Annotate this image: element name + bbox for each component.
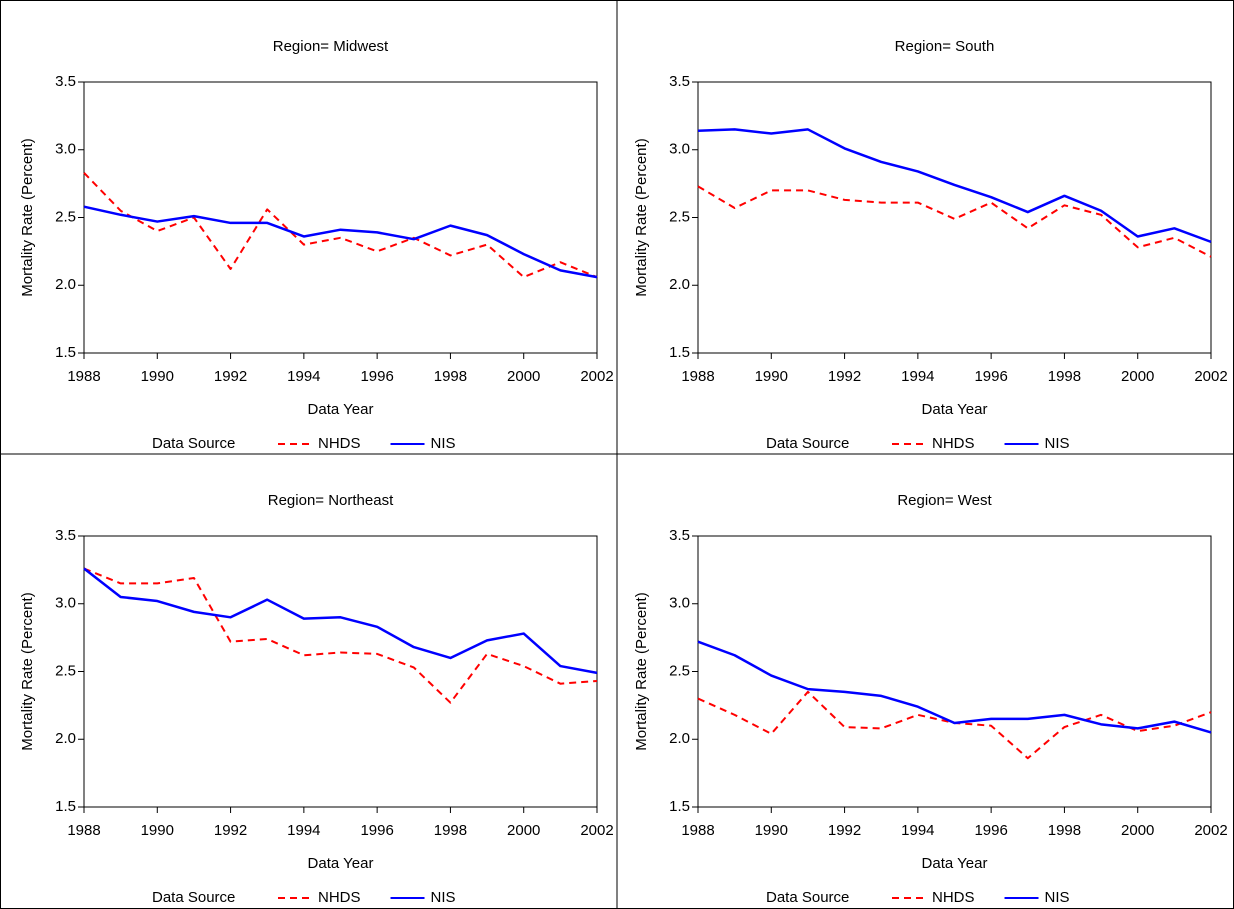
plot-frame bbox=[83, 81, 598, 354]
x-tick-label: 1990 bbox=[755, 368, 788, 385]
y-tick-label: 3.5 bbox=[55, 73, 76, 90]
legend-label: NIS bbox=[1045, 435, 1070, 452]
x-tick-label: 1996 bbox=[974, 368, 1007, 385]
y-tick-label: 3.0 bbox=[669, 141, 690, 158]
x-axis-label: Data Year bbox=[308, 855, 374, 872]
x-tick-label: 1998 bbox=[434, 822, 467, 839]
series-line bbox=[83, 567, 598, 675]
x-tick-label: 2002 bbox=[580, 368, 613, 385]
y-tick-label: 2.0 bbox=[669, 276, 690, 293]
x-tick-label: 1992 bbox=[828, 368, 861, 385]
x-tick-label: 1988 bbox=[681, 822, 714, 839]
x-tick-label: 1994 bbox=[901, 368, 934, 385]
x-tick-label: 1994 bbox=[287, 822, 320, 839]
x-tick-label: 2000 bbox=[507, 822, 540, 839]
y-axis-label: Mortality Rate (Percent) bbox=[633, 138, 650, 296]
x-tick-label: 1994 bbox=[901, 822, 934, 839]
x-tick-label: 1998 bbox=[434, 368, 467, 385]
y-tick-label: 2.5 bbox=[55, 662, 76, 679]
y-tick-label: 3.0 bbox=[55, 595, 76, 612]
x-tick-label: 1996 bbox=[974, 822, 1007, 839]
y-tick-label: 3.0 bbox=[669, 595, 690, 612]
y-tick-label: 1.5 bbox=[669, 798, 690, 815]
legend-label: NHDS bbox=[932, 889, 975, 906]
x-tick-label: 1996 bbox=[360, 368, 393, 385]
x-tick-label: 1988 bbox=[67, 368, 100, 385]
y-tick-label: 2.5 bbox=[669, 208, 690, 225]
x-tick-label: 1990 bbox=[141, 368, 174, 385]
x-tick-label: 2000 bbox=[1121, 368, 1154, 385]
series-line bbox=[697, 690, 1212, 760]
series-line bbox=[83, 567, 598, 704]
legend-label: NIS bbox=[1045, 889, 1070, 906]
series-line bbox=[83, 172, 598, 279]
x-axis-label: Data Year bbox=[922, 855, 988, 872]
x-tick-label: 1998 bbox=[1048, 822, 1081, 839]
x-tick-label: 1996 bbox=[360, 822, 393, 839]
y-tick-label: 3.5 bbox=[669, 73, 690, 90]
panel-title: Region= Midwest bbox=[273, 38, 389, 55]
plot-frame bbox=[83, 535, 598, 808]
legend-label: NIS bbox=[431, 435, 456, 452]
y-tick-label: 2.0 bbox=[55, 276, 76, 293]
legend-label: NIS bbox=[431, 889, 456, 906]
plot-frame bbox=[697, 535, 1212, 808]
x-tick-label: 1992 bbox=[214, 368, 247, 385]
x-tick-label: 2002 bbox=[1194, 368, 1227, 385]
panel-title: Region= Northeast bbox=[268, 492, 394, 509]
x-tick-label: 1988 bbox=[67, 822, 100, 839]
x-tick-label: 2000 bbox=[1121, 822, 1154, 839]
series-line bbox=[697, 128, 1212, 244]
y-axis-label: Mortality Rate (Percent) bbox=[19, 138, 36, 296]
x-tick-label: 2002 bbox=[1194, 822, 1227, 839]
y-tick-label: 3.5 bbox=[669, 527, 690, 544]
legend-label: NHDS bbox=[318, 889, 361, 906]
panel-title: Region= West bbox=[897, 492, 992, 509]
series-line bbox=[697, 640, 1212, 734]
x-tick-label: 1992 bbox=[828, 822, 861, 839]
x-tick-label: 1988 bbox=[681, 368, 714, 385]
legend-label: NHDS bbox=[318, 435, 361, 452]
panel-title: Region= South bbox=[895, 38, 995, 55]
y-tick-label: 3.0 bbox=[55, 141, 76, 158]
panel: Region= Northeast 1.5 2.0 2.5 3.0 3.5 1988 1990… bbox=[19, 492, 614, 906]
legend-title: Data Source bbox=[766, 435, 849, 452]
legend-title: Data Source bbox=[152, 435, 235, 452]
panel: Region= West 1.5 2.0 2.5 3.0 3.5 1988 1990 1992 1… bbox=[633, 492, 1228, 906]
x-tick-label: 2000 bbox=[507, 368, 540, 385]
legend-title: Data Source bbox=[152, 889, 235, 906]
plot-frame bbox=[697, 81, 1212, 354]
series-line bbox=[83, 205, 598, 279]
y-tick-label: 2.5 bbox=[55, 208, 76, 225]
panel: Region= Midwest 1.5 2.0 2.5 3.0 3.5 1988 1990 19… bbox=[19, 38, 614, 452]
x-axis-label: Data Year bbox=[308, 401, 374, 418]
legend-title: Data Source bbox=[766, 889, 849, 906]
x-tick-label: 1992 bbox=[214, 822, 247, 839]
x-tick-label: 1998 bbox=[1048, 368, 1081, 385]
y-tick-label: 1.5 bbox=[669, 344, 690, 361]
y-tick-label: 1.5 bbox=[55, 344, 76, 361]
x-axis-label: Data Year bbox=[922, 401, 988, 418]
y-axis-label: Mortality Rate (Percent) bbox=[633, 592, 650, 750]
x-tick-label: 2002 bbox=[580, 822, 613, 839]
y-tick-label: 2.0 bbox=[55, 730, 76, 747]
y-tick-label: 2.5 bbox=[669, 662, 690, 679]
series-line bbox=[697, 185, 1212, 258]
panel: Region= South 1.5 2.0 2.5 3.0 3.5 1988 1990 1992… bbox=[633, 38, 1228, 452]
y-tick-label: 1.5 bbox=[55, 798, 76, 815]
x-tick-label: 1994 bbox=[287, 368, 320, 385]
y-tick-label: 2.0 bbox=[669, 730, 690, 747]
y-axis-label: Mortality Rate (Percent) bbox=[19, 592, 36, 750]
legend-label: NHDS bbox=[932, 435, 975, 452]
x-tick-label: 1990 bbox=[755, 822, 788, 839]
x-tick-label: 1990 bbox=[141, 822, 174, 839]
y-tick-label: 3.5 bbox=[55, 527, 76, 544]
